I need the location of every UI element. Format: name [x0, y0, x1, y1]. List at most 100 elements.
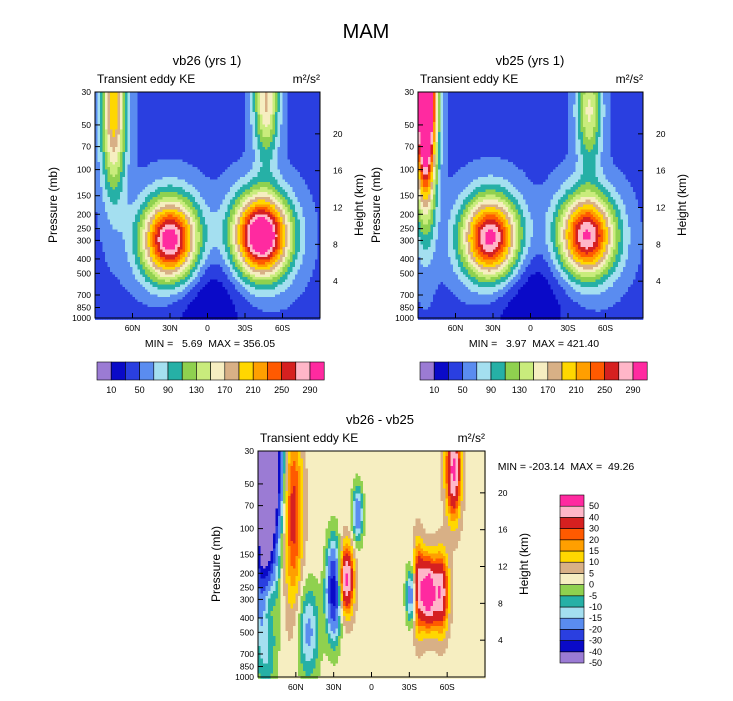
heatmap-cell [207, 102, 211, 105]
heatmap-cell [160, 219, 163, 223]
heatmap-cell [165, 207, 168, 210]
heatmap-cell [160, 102, 163, 105]
heatmap-cell [297, 207, 301, 210]
heatmap-cell [295, 124, 298, 128]
panel-subtitle: Transient eddy KE [97, 72, 195, 86]
heatmap-cell [177, 94, 181, 98]
heatmap-cell [252, 152, 256, 155]
heatmap-cell [272, 127, 276, 130]
heatmap-cell [172, 129, 176, 133]
heatmap-cell [210, 154, 213, 158]
heatmap-cell [227, 202, 231, 205]
heatmap-cell [167, 222, 171, 225]
heatmap-cell [237, 124, 241, 128]
heatmap-cell [202, 149, 206, 153]
heatmap-cell [272, 144, 276, 148]
heatmap-cell [260, 92, 263, 95]
heatmap-cell [97, 217, 101, 220]
heatmap-cell [210, 197, 213, 200]
heatmap-cell [277, 187, 281, 190]
heatmap-cell [195, 137, 198, 140]
heatmap-cell [275, 107, 278, 110]
heatmap-cell [135, 169, 138, 173]
heatmap-cell [100, 174, 103, 178]
heatmap-cell [162, 137, 166, 140]
heatmap-cell [165, 194, 168, 198]
heatmap-cell [315, 182, 318, 185]
heatmap-cell [210, 99, 213, 103]
heatmap-cell [290, 119, 293, 123]
heatmap-cell [167, 224, 171, 228]
heatmap-cell [220, 94, 223, 98]
heatmap-cell [185, 112, 188, 115]
heatmap-cell [127, 229, 131, 233]
heatmap-cell [300, 222, 303, 225]
heatmap-cell [122, 197, 126, 200]
heatmap-cell [182, 169, 186, 173]
heatmap-cell [110, 92, 113, 95]
heatmap-cell [145, 132, 148, 135]
heatmap-cell [127, 197, 131, 200]
heatmap-cell [197, 154, 201, 158]
heatmap-cell [227, 179, 231, 183]
heatmap-cell [317, 159, 321, 163]
heatmap-cell [125, 94, 128, 98]
heatmap-cell [187, 169, 191, 173]
heatmap-cell [205, 99, 208, 103]
heatmap-cell [130, 202, 133, 205]
heatmap-cell [200, 207, 203, 210]
heatmap-cell [100, 107, 103, 110]
heatmap-cell [120, 132, 123, 135]
heatmap-cell [287, 162, 291, 165]
heatmap-cell [102, 174, 106, 178]
heatmap-cell [227, 97, 231, 100]
heatmap-cell [155, 142, 158, 145]
heatmap-cell [177, 214, 181, 218]
heatmap-cell [212, 157, 216, 160]
heatmap-cell [172, 222, 176, 225]
heatmap-cell [315, 227, 318, 230]
heatmap-cell [142, 92, 146, 95]
heatmap-cell [305, 149, 308, 153]
heatmap-cell [272, 147, 276, 150]
heatmap-cell [270, 97, 273, 100]
heatmap-cell [160, 179, 163, 183]
heatmap-cell [272, 174, 276, 178]
heatmap-cell [150, 114, 153, 118]
heatmap-cell [245, 197, 248, 200]
heatmap-cell [187, 162, 191, 165]
heatmap-cell [192, 139, 196, 143]
heatmap-cell [157, 104, 161, 108]
heatmap-cell [115, 94, 118, 98]
heatmap-cell [272, 102, 276, 105]
heatmap-cell [212, 182, 216, 185]
heatmap-cell [285, 207, 288, 210]
heatmap-cell [260, 102, 263, 105]
heatmap-cell [170, 144, 173, 148]
heatmap-cell [150, 129, 153, 133]
heatmap-cell [97, 137, 101, 140]
heatmap-cell [185, 154, 188, 158]
heatmap-cell [265, 109, 268, 113]
heatmap-cell [202, 209, 206, 213]
heatmap-cell [215, 102, 218, 105]
heatmap-cell [187, 119, 191, 123]
heatmap-cell [297, 134, 301, 138]
heatmap-cell [117, 149, 121, 153]
heatmap-cell [240, 174, 243, 178]
heatmap-cell [145, 207, 148, 210]
heatmap-cell [272, 152, 276, 155]
heatmap-cell [102, 117, 106, 120]
heatmap-cell [252, 174, 256, 178]
heatmap-cell [260, 162, 263, 165]
heatmap-cell [107, 227, 111, 230]
heatmap-cell [277, 104, 281, 108]
heatmap-cell [197, 207, 201, 210]
heatmap-cell [140, 149, 143, 153]
heatmap-cell [97, 159, 101, 163]
heatmap-cell [255, 122, 258, 125]
heatmap-cell [235, 167, 238, 170]
heatmap-cell [177, 217, 181, 220]
heatmap-cell [157, 129, 161, 133]
heatmap-cell [270, 147, 273, 150]
